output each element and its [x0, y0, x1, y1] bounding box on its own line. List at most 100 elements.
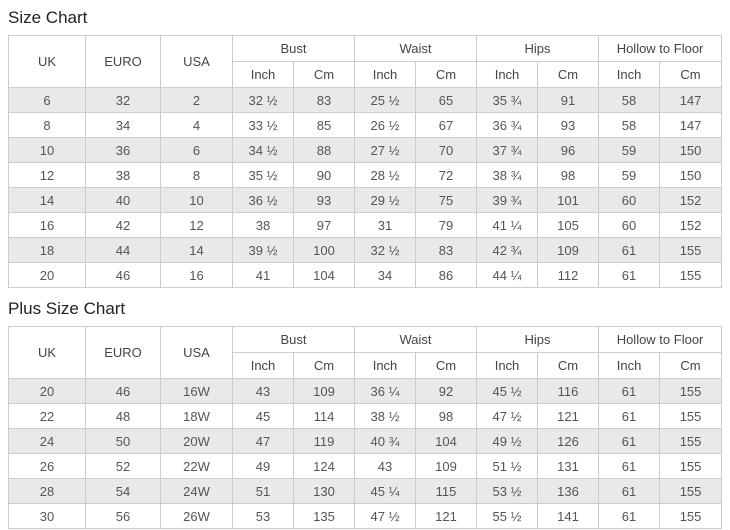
table-cell: 112: [537, 262, 600, 288]
table-cell: 131: [537, 453, 600, 479]
group-header-hips: Hips: [476, 326, 600, 353]
table-cell: 152: [659, 187, 723, 213]
table-cell: 14: [8, 187, 86, 213]
table-cell: 12: [160, 212, 233, 238]
table-cell: 30: [8, 503, 86, 529]
table-row: 16 42 12 38 97 31 79 41 ¼ 105 60 152: [8, 212, 723, 238]
table-cell: 40 ¾: [354, 428, 417, 454]
table-cell: 101: [537, 187, 600, 213]
table-cell: 109: [537, 237, 600, 263]
unit-header-cm: Cm: [659, 352, 723, 379]
table-cell: 61: [598, 403, 661, 429]
unit-header-cm: Cm: [537, 352, 600, 379]
size-chart-body: 6 32 2 32 ½ 83 25 ½ 65 35 ¾ 91 58 147 8 34 4 33 ½ 85 26 …: [8, 87, 723, 288]
table-cell: 14: [160, 237, 233, 263]
table-cell: 109: [415, 453, 478, 479]
table-cell: 56: [85, 503, 161, 529]
table-cell: 2: [160, 87, 233, 113]
table-cell: 47 ½: [354, 503, 417, 529]
table-cell: 18W: [160, 403, 233, 429]
table-cell: 85: [292, 112, 356, 138]
table-cell: 53 ½: [476, 478, 539, 504]
table-cell: 58: [598, 87, 661, 113]
table-cell: 116: [537, 378, 600, 404]
unit-header-cm: Cm: [415, 61, 478, 88]
table-cell: 45: [232, 403, 294, 429]
table-cell: 130: [292, 478, 356, 504]
table-cell: 155: [659, 403, 723, 429]
table-cell: 135: [292, 503, 356, 529]
table-row: 30 56 26W 53 135 47 ½ 121 55 ½ 141 61 155: [8, 503, 723, 529]
table-cell: 47: [232, 428, 294, 454]
table-cell: 16W: [160, 378, 233, 404]
plus-size-chart-body: 20 46 16W 43 109 36 ¼ 92 45 ½ 116 61 155 22 48 18W 45 1…: [8, 378, 723, 529]
table-cell: 90: [292, 162, 356, 188]
table-cell: 45 ¼: [354, 478, 417, 504]
table-cell: 65: [415, 87, 478, 113]
unit-header-inch: Inch: [598, 61, 661, 88]
table-cell: 41 ¼: [476, 212, 539, 238]
group-header-hips: Hips: [476, 35, 600, 62]
table-row: 20 46 16 41 104 34 86 44 ¼ 112 61 155: [8, 262, 723, 288]
unit-header-inch: Inch: [232, 61, 294, 88]
group-header-hollow-to-floor: Hollow to Floor: [598, 326, 723, 353]
table-cell: 46: [85, 378, 161, 404]
table-cell: 6: [8, 87, 86, 113]
table-cell: 26W: [160, 503, 233, 529]
table-cell: 119: [292, 428, 356, 454]
table-cell: 83: [415, 237, 478, 263]
unit-header-inch: Inch: [476, 61, 539, 88]
table-cell: 61: [598, 237, 661, 263]
column-header-euro: EURO: [85, 326, 161, 379]
table-cell: 28 ½: [354, 162, 417, 188]
table-cell: 60: [598, 212, 661, 238]
table-cell: 61: [598, 503, 661, 529]
table-cell: 115: [415, 478, 478, 504]
table-cell: 36 ¼: [354, 378, 417, 404]
table-cell: 33 ½: [232, 112, 294, 138]
table-cell: 147: [659, 112, 723, 138]
table-cell: 155: [659, 503, 723, 529]
unit-header-inch: Inch: [476, 352, 539, 379]
table-cell: 86: [415, 262, 478, 288]
unit-header-inch: Inch: [354, 352, 417, 379]
table-cell: 26: [8, 453, 86, 479]
table-cell: 98: [415, 403, 478, 429]
table-cell: 141: [537, 503, 600, 529]
unit-header-cm: Cm: [659, 61, 723, 88]
table-cell: 4: [160, 112, 233, 138]
table-cell: 58: [598, 112, 661, 138]
column-header-usa: USA: [160, 326, 233, 379]
table-cell: 27 ½: [354, 137, 417, 163]
table-cell: 50: [85, 428, 161, 454]
size-chart-header: UK EURO USA Bust Waist Hips Hollow to Fl…: [8, 35, 723, 88]
table-cell: 29 ½: [354, 187, 417, 213]
size-chart-title: Size Chart: [8, 8, 88, 27]
table-cell: 34 ½: [232, 137, 294, 163]
table-cell: 70: [415, 137, 478, 163]
table-cell: 104: [415, 428, 478, 454]
table-cell: 32: [85, 87, 161, 113]
table-cell: 98: [537, 162, 600, 188]
table-cell: 136: [537, 478, 600, 504]
table-cell: 61: [598, 478, 661, 504]
table-cell: 10: [160, 187, 233, 213]
group-header-waist: Waist: [354, 326, 478, 353]
table-cell: 44 ¼: [476, 262, 539, 288]
table-cell: 60: [598, 187, 661, 213]
table-cell: 22W: [160, 453, 233, 479]
table-cell: 104: [292, 262, 356, 288]
table-cell: 46: [85, 262, 161, 288]
table-cell: 75: [415, 187, 478, 213]
table-cell: 49 ½: [476, 428, 539, 454]
group-header-bust: Bust: [231, 326, 356, 353]
table-cell: 34: [354, 262, 417, 288]
table-cell: 38: [232, 212, 294, 238]
unit-header-inch: Inch: [354, 61, 417, 88]
unit-header-cm: Cm: [537, 61, 600, 88]
table-cell: 44: [85, 237, 161, 263]
table-cell: 37 ¾: [476, 137, 539, 163]
table-row: 6 32 2 32 ½ 83 25 ½ 65 35 ¾ 91 58 147: [8, 87, 723, 113]
table-cell: 35 ½: [232, 162, 294, 188]
table-cell: 34: [85, 112, 161, 138]
